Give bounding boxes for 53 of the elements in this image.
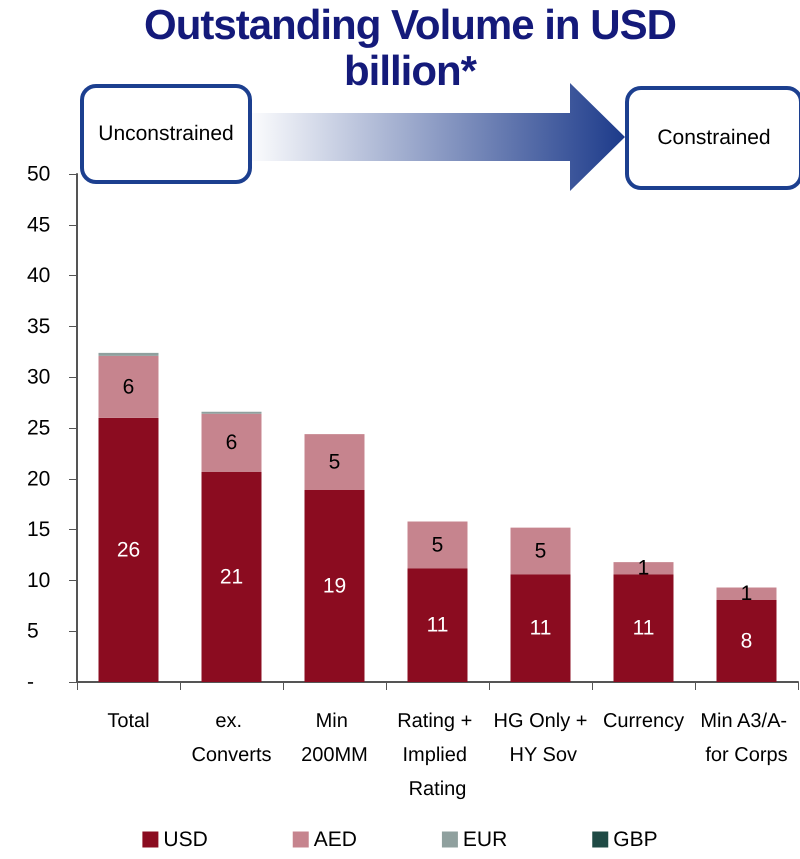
- data-label: 6: [226, 431, 238, 454]
- data-label: 5: [534, 539, 546, 562]
- y-tick-label: 20: [27, 467, 50, 490]
- bar: [202, 472, 262, 682]
- x-tick-label: Min A3/A- for Corps: [700, 710, 793, 766]
- legend-label: USD: [163, 828, 208, 851]
- bar: [510, 528, 570, 574]
- y-tick-label: 45: [27, 213, 50, 236]
- x-tick-label: HG Only + HY Sov: [494, 710, 588, 766]
- bar: [614, 574, 674, 682]
- bar: [98, 352, 158, 356]
- data-label: 6: [122, 375, 134, 398]
- bar: [408, 521, 468, 568]
- bar: [716, 600, 776, 682]
- rounded-box: Unconstrained: [80, 84, 252, 184]
- data-label: 1: [740, 582, 752, 606]
- data-label: 5: [432, 533, 444, 556]
- y-tick-label: 15: [27, 518, 50, 542]
- bar: [614, 562, 674, 574]
- y-tick-label: 30: [27, 366, 50, 389]
- data-label: 21: [220, 565, 244, 588]
- data-label: 11: [632, 616, 654, 640]
- y-tick-label: 35: [27, 314, 50, 338]
- y-tick-label: 50: [27, 162, 50, 186]
- y-tick-label: 10: [27, 568, 50, 592]
- x-tick-label: Min 200MM: [301, 710, 368, 766]
- data-label: 26: [116, 538, 140, 562]
- x-tick-label: Currency: [602, 710, 684, 732]
- y-tick-label: -: [27, 670, 34, 694]
- bar: [98, 356, 158, 418]
- data-label: 8: [740, 629, 752, 652]
- bar: [408, 568, 468, 682]
- data-label: 11: [426, 614, 448, 637]
- rounded-box: Constrained: [625, 86, 800, 190]
- bar: [98, 418, 158, 682]
- legend-label: AED: [314, 828, 357, 851]
- x-tick-label: Total: [107, 710, 150, 732]
- legend-label: EUR: [462, 828, 508, 851]
- y-tick-label: 25: [27, 416, 50, 440]
- data-label: 19: [322, 574, 346, 598]
- bar: [202, 414, 262, 472]
- bar: [510, 574, 570, 682]
- data-label: 11: [530, 616, 552, 640]
- data-label: 5: [328, 450, 340, 474]
- data-label: 1: [638, 556, 650, 580]
- legend-label: GBP: [613, 828, 658, 851]
- y-tick-label: 5: [27, 620, 39, 643]
- x-tick-label: Rating + Implied Rating: [397, 710, 478, 800]
- bar: [304, 434, 364, 490]
- bar: [716, 588, 776, 600]
- x-tick-label: ex. Converts: [191, 710, 272, 766]
- bar: [304, 490, 364, 682]
- y-tick-label: 40: [27, 264, 50, 288]
